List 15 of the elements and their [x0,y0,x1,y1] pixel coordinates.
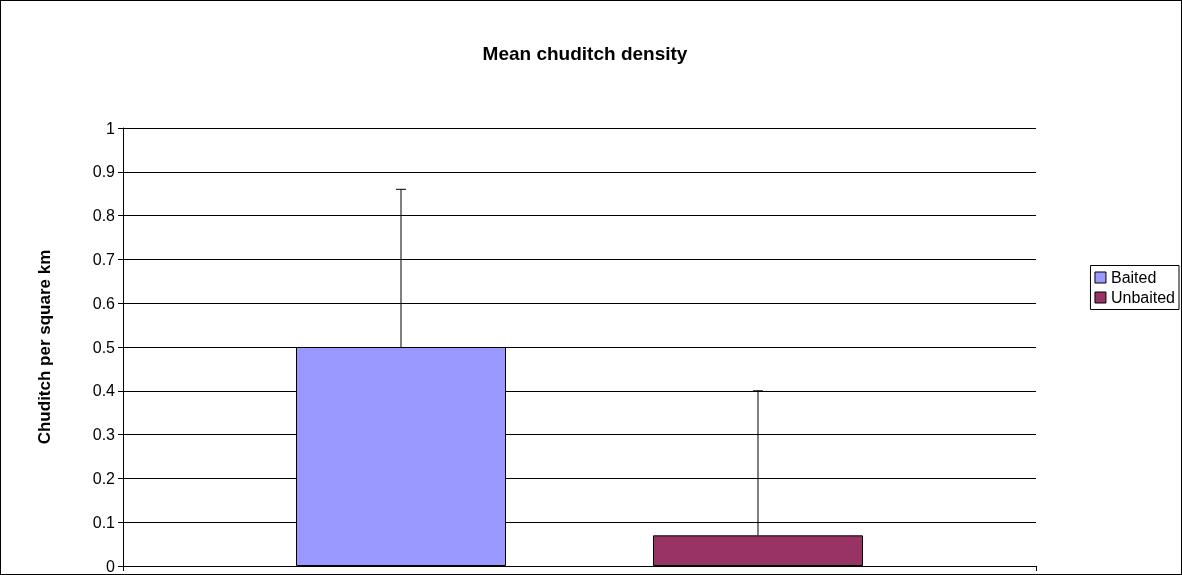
y-tick-label: 0.5 [92,338,116,356]
y-tick-label: 0.4 [92,382,116,400]
y-axis-title: Chuditch per square km [35,249,54,445]
y-tick-label: 0.3 [92,426,116,444]
y-tick-label: 0.6 [92,294,116,312]
y-tick-label: 0 [106,557,116,575]
legend-label: Unbaited [1110,289,1175,306]
legend-label: Baited [1110,269,1157,286]
y-tick-label: 0.2 [92,469,116,487]
y-tick-label: 0.1 [92,513,116,531]
chart-title: Mean chuditch density [482,43,688,64]
y-tick-label: 0.9 [92,163,116,181]
y-tick-label: 1 [106,119,116,137]
y-tick-label: 0.8 [92,207,116,225]
y-tick-label: 0.7 [92,250,116,268]
